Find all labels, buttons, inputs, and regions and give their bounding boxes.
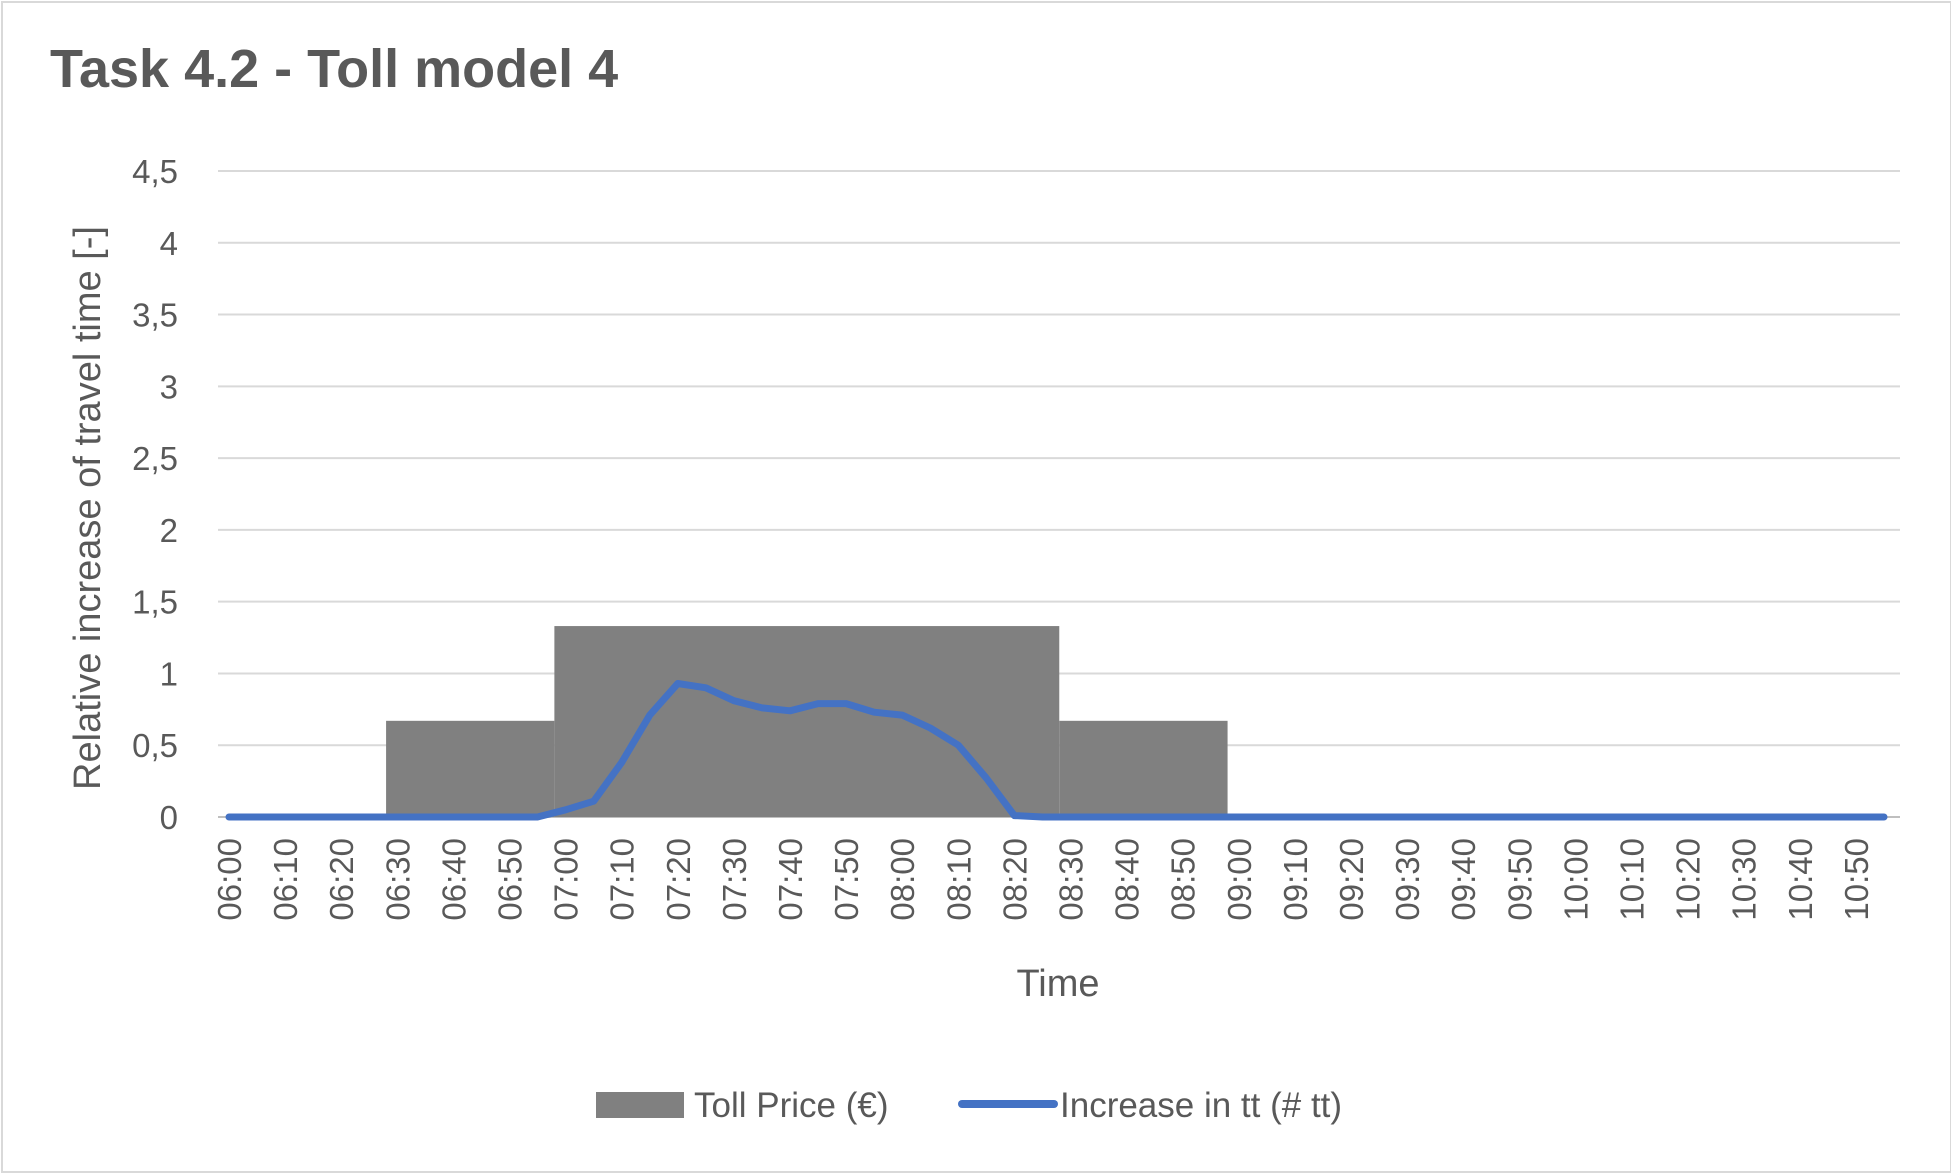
x-tick-label: 09:50 (1501, 838, 1538, 921)
x-tick-label: 10:20 (1670, 838, 1707, 921)
y-tick-label: 4 (160, 225, 178, 262)
x-tick-label: 06:50 (492, 838, 529, 921)
y-tick-label: 1 (160, 655, 178, 692)
x-tick-label: 08:10 (940, 838, 977, 921)
x-tick-label: 07:00 (548, 838, 585, 921)
y-tick-label: 4,5 (132, 153, 178, 190)
x-tick-label: 07:10 (604, 838, 641, 921)
x-axis-title: Time (1016, 963, 1099, 1005)
x-tick-label: 06:30 (379, 838, 416, 921)
x-tick-label: 10:00 (1557, 838, 1594, 921)
x-tick-label: 08:20 (996, 838, 1033, 921)
y-tick-label: 1,5 (132, 584, 178, 621)
x-tick-label: 08:40 (1109, 838, 1146, 921)
chart-title: Task 4.2 - Toll model 4 (50, 39, 619, 99)
x-tick-label: 08:30 (1053, 838, 1090, 921)
x-tick-label: 08:50 (1165, 838, 1202, 921)
y-tick-label: 2,5 (132, 440, 178, 477)
legend-label-toll-price: Toll Price (€) (694, 1086, 888, 1125)
x-tick-label: 09:20 (1333, 838, 1370, 921)
x-tick-label: 09:10 (1277, 838, 1314, 921)
x-tick-label: 06:10 (267, 838, 304, 921)
x-tick-label: 07:40 (772, 838, 809, 921)
increase-tt-line (225, 680, 1888, 821)
y-axis-title: Relative increase of travel time [-] (67, 226, 109, 790)
x-tick-label: 06:00 (211, 838, 248, 921)
x-tick-label: 07:50 (828, 838, 865, 921)
toll-price-bar (386, 720, 555, 817)
y-tick-label: 3,5 (132, 297, 178, 334)
x-tick-label: 08:00 (884, 838, 921, 921)
y-tick-label: 3 (160, 368, 178, 405)
toll-price-bar (554, 626, 1060, 817)
x-tick-label: 09:30 (1389, 838, 1426, 921)
y-tick-label: 2 (160, 512, 178, 549)
x-tick-label: 07:30 (716, 838, 753, 921)
x-tick-label: 07:20 (660, 838, 697, 921)
x-tick-label: 10:10 (1614, 838, 1651, 921)
toll-price-bar (1059, 720, 1228, 817)
legend-label-increase-tt: Increase in tt (# tt) (1060, 1086, 1342, 1125)
x-tick-label: 10:30 (1726, 838, 1763, 921)
x-tick-label: 10:40 (1782, 838, 1819, 921)
x-tick-label: 10:50 (1838, 838, 1875, 921)
x-tick-label: 09:40 (1445, 838, 1482, 921)
y-tick-label: 0,5 (132, 727, 178, 764)
legend-swatch-toll-price (596, 1092, 684, 1118)
y-tick-label: 0 (160, 799, 178, 836)
x-tick-label: 09:00 (1221, 838, 1258, 921)
x-tick-label: 06:20 (323, 838, 360, 921)
x-tick-label: 06:40 (435, 838, 472, 921)
